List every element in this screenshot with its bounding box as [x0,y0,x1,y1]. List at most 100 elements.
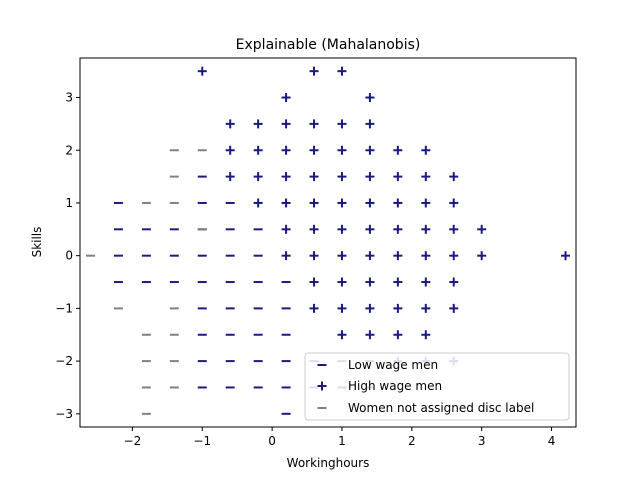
plus-point [309,251,319,261]
plus-point [393,145,403,155]
plus-point [365,277,375,287]
plus-point [393,172,403,182]
x-tick-label: 4 [548,434,556,448]
x-tick-label: −2 [124,434,142,448]
plus-point [337,172,347,182]
plus-point [281,93,291,103]
y-axis: −3 −2 −1 0 1 2 3 [55,91,80,421]
plus-point [225,119,235,129]
legend-marker-1 [317,381,327,391]
plus-point [309,119,319,129]
plus-point [225,172,235,182]
x-tick-label: 2 [408,434,416,448]
plus-point [365,303,375,313]
x-tick-label: 0 [268,434,276,448]
chart-title: Explainable (Mahalanobis) [236,37,421,53]
plus-point [421,198,431,208]
plus-point [281,172,291,182]
plus-point [309,277,319,287]
plus-point [393,277,403,287]
y-tick-label: 3 [65,91,73,105]
plus-point [281,145,291,155]
plus-point [449,172,459,182]
plus-point [281,251,291,261]
y-tick-label: 2 [65,143,73,157]
plus-point [337,224,347,234]
plus-point [337,145,347,155]
plus-point [477,224,487,234]
legend-markers [317,364,327,409]
plus-point [337,66,347,76]
plus-point [449,251,459,261]
plus-point [197,66,207,76]
plus-point [281,224,291,234]
plus-point [309,224,319,234]
plus-point [561,251,571,261]
series-1 [197,66,571,366]
plus-point [225,145,235,155]
x-tick-label: 3 [478,434,486,448]
plus-point [393,198,403,208]
x-tick-label: 1 [338,434,346,448]
plus-point [365,198,375,208]
plus-point [393,224,403,234]
plus-point [337,330,347,340]
y-tick-label: −3 [55,407,73,421]
legend-box [304,352,570,421]
plus-point [309,172,319,182]
plus-point [421,277,431,287]
y-tick-label: −1 [55,301,73,315]
plot-frame [79,57,577,428]
plus-point [421,251,431,261]
plus-point [365,93,375,103]
plus-point [309,145,319,155]
y-tick-label: −2 [55,354,73,368]
plus-point [365,224,375,234]
plus-point [365,172,375,182]
plus-point [449,198,459,208]
plus-point [309,303,319,313]
legend-label-low-wage-men: Low wage men [348,358,438,372]
plus-point [337,251,347,261]
plus-point [393,251,403,261]
plus-point [421,145,431,155]
plus-point [253,145,263,155]
legend-label-women: Women not assigned disc label [348,401,534,415]
plus-point [421,224,431,234]
plus-point [337,277,347,287]
plus-point [281,119,291,129]
y-tick-label: 1 [65,196,73,210]
x-axis: −2 −1 0 1 2 3 4 [124,427,556,448]
plus-point [365,119,375,129]
plus-point [337,119,347,129]
y-tick-label: 0 [65,249,73,263]
plus-point [421,172,431,182]
plus-point [253,119,263,129]
plus-point [253,172,263,182]
plus-point [449,303,459,313]
plus-point [421,303,431,313]
plus-point [365,145,375,155]
x-axis-label: Workinghours [287,456,370,470]
x-tick-label: −1 [193,434,211,448]
plus-point [365,330,375,340]
plus-point [337,198,347,208]
plus-point [281,198,291,208]
plus-point [253,198,263,208]
plus-point [449,277,459,287]
plus-point [309,66,319,76]
data-marks [85,66,571,415]
y-axis-label: Skills [30,227,44,258]
plus-point [393,330,403,340]
plus-point [365,251,375,261]
legend-label-high-wage-men: High wage men [348,379,442,393]
series-2 [85,149,207,415]
plus-point [337,303,347,313]
plus-point [421,330,431,340]
plus-point [477,251,487,261]
legend: Low wage men High wage men Women not ass… [304,352,570,421]
plus-point [309,198,319,208]
plus-point [393,303,403,313]
